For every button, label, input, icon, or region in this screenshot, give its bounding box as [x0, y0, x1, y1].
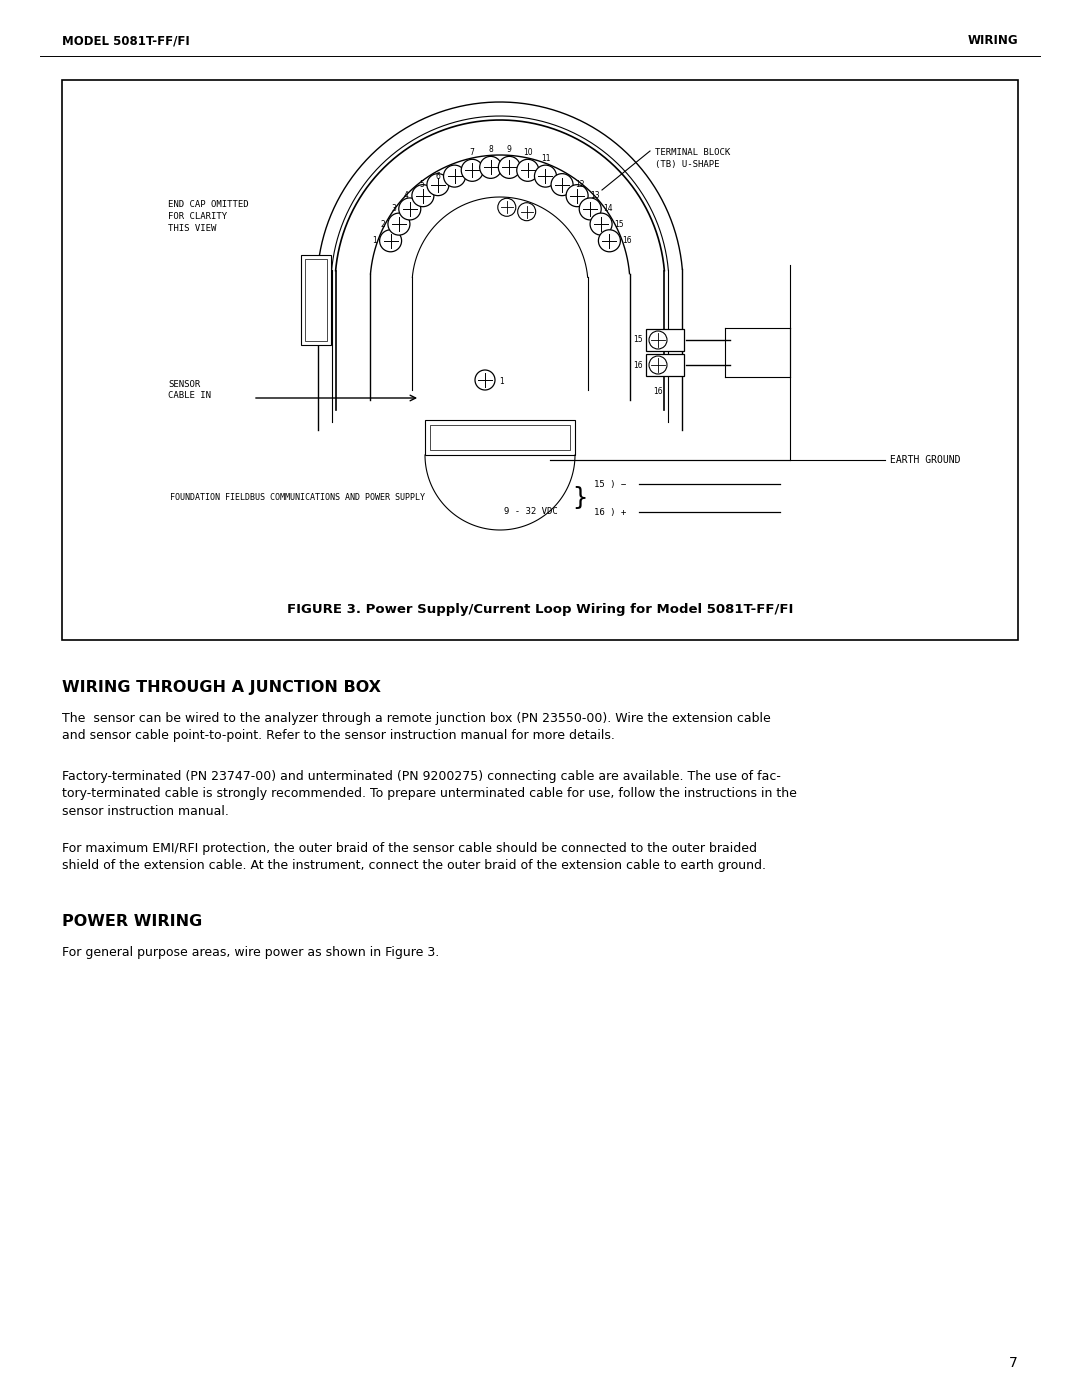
Circle shape: [480, 156, 502, 179]
Circle shape: [427, 173, 449, 196]
Text: END CAP OMITTED
FOR CLARITY
THIS VIEW: END CAP OMITTED FOR CLARITY THIS VIEW: [168, 200, 248, 232]
Bar: [300, 256, 330, 345]
Circle shape: [517, 203, 536, 221]
Circle shape: [411, 184, 434, 207]
Text: 11: 11: [541, 154, 550, 163]
Circle shape: [579, 198, 602, 219]
Circle shape: [566, 184, 589, 207]
Text: SENSOR
CABLE IN: SENSOR CABLE IN: [168, 380, 211, 401]
Text: 14: 14: [604, 204, 612, 214]
Bar: [305, 258, 326, 341]
Text: For general purpose areas, wire power as shown in Figure 3.: For general purpose areas, wire power as…: [62, 946, 440, 958]
Text: 7: 7: [1009, 1356, 1018, 1370]
Text: EARTH GROUND: EARTH GROUND: [890, 455, 960, 465]
Circle shape: [399, 198, 421, 219]
Text: 12: 12: [575, 180, 584, 189]
Circle shape: [461, 159, 483, 182]
Text: 5: 5: [419, 180, 424, 189]
Text: 6: 6: [435, 172, 441, 180]
Circle shape: [598, 229, 620, 251]
Bar: [430, 425, 570, 450]
Text: 15: 15: [633, 335, 643, 345]
Circle shape: [590, 214, 612, 235]
Text: POWER WIRING: POWER WIRING: [62, 914, 202, 929]
Text: WIRING: WIRING: [968, 34, 1018, 47]
Text: }: }: [572, 486, 588, 510]
Bar: [426, 420, 575, 455]
Text: WIRING THROUGH A JUNCTION BOX: WIRING THROUGH A JUNCTION BOX: [62, 680, 381, 694]
Text: 9 - 32 VDC: 9 - 32 VDC: [504, 507, 557, 517]
Text: 1: 1: [372, 236, 377, 246]
Circle shape: [475, 370, 495, 390]
Text: 4: 4: [404, 191, 409, 200]
Text: The  sensor can be wired to the analyzer through a remote junction box (PN 23550: The sensor can be wired to the analyzer …: [62, 712, 771, 742]
Text: 16: 16: [633, 360, 643, 369]
Text: 16: 16: [622, 236, 632, 246]
Text: Factory-terminated (PN 23747-00) and unterminated (PN 9200275) connecting cable : Factory-terminated (PN 23747-00) and unt…: [62, 770, 797, 819]
Text: 16: 16: [653, 387, 663, 395]
Text: For maximum EMI/RFI protection, the outer braid of the sensor cable should be co: For maximum EMI/RFI protection, the oute…: [62, 842, 766, 873]
Circle shape: [649, 356, 667, 374]
Text: 13: 13: [590, 191, 599, 200]
Circle shape: [379, 229, 402, 251]
Text: FIGURE 3. Power Supply/Current Loop Wiring for Model 5081T-FF/FI: FIGURE 3. Power Supply/Current Loop Wiri…: [287, 604, 793, 616]
Circle shape: [444, 165, 465, 187]
Circle shape: [649, 331, 667, 349]
Circle shape: [535, 165, 556, 187]
Circle shape: [551, 173, 573, 196]
Bar: [62, 80, 1018, 640]
Text: 3: 3: [391, 204, 395, 214]
Text: 10: 10: [523, 148, 532, 158]
Circle shape: [498, 156, 521, 179]
Text: 15 ) −: 15 ) −: [594, 479, 626, 489]
Text: 8: 8: [488, 145, 494, 155]
Circle shape: [388, 214, 410, 235]
Circle shape: [498, 198, 516, 217]
Text: TERMINAL BLOCK
(TB) U-SHAPE: TERMINAL BLOCK (TB) U-SHAPE: [654, 148, 730, 169]
Text: FOUNDATION FIELDBUS COMMUNICATIONS AND POWER SUPPLY: FOUNDATION FIELDBUS COMMUNICATIONS AND P…: [170, 493, 426, 503]
Text: 9: 9: [507, 145, 512, 155]
Text: 2: 2: [380, 219, 384, 229]
Text: 1: 1: [499, 377, 503, 387]
Bar: [646, 353, 684, 376]
Circle shape: [516, 159, 539, 182]
Text: 16 ) +: 16 ) +: [594, 507, 626, 517]
Text: 7: 7: [470, 148, 475, 158]
Text: 15: 15: [615, 219, 623, 229]
Bar: [646, 330, 684, 351]
Text: MODEL 5081T-FF/FI: MODEL 5081T-FF/FI: [62, 34, 190, 47]
